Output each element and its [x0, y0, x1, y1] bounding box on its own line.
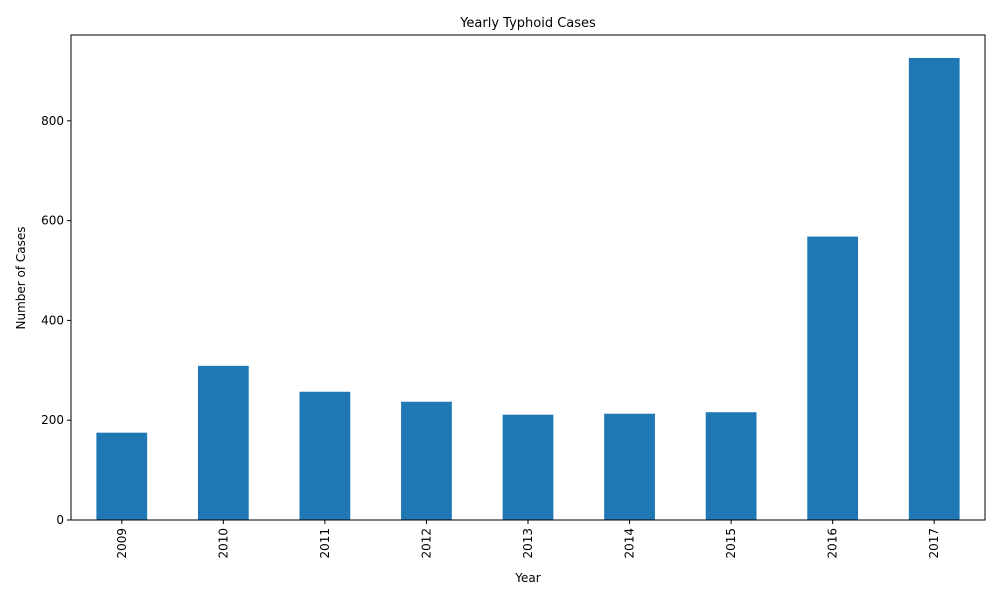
x-tick-label: 2012	[419, 528, 433, 559]
bar-2009	[96, 432, 148, 520]
bar-2014	[604, 413, 655, 520]
bar-2017	[908, 57, 960, 521]
bar-2015	[705, 412, 757, 520]
bar-2013	[502, 414, 554, 520]
x-tick-label: 2017	[927, 528, 941, 559]
chart-title: Yearly Typhoid Cases	[459, 16, 596, 31]
y-axis-label: Number of Cases	[14, 226, 28, 329]
y-axis-ticks: 0 200 400 600 800	[41, 114, 71, 527]
x-tick-label: 2013	[521, 528, 535, 559]
bar-2016	[807, 236, 859, 521]
y-tick-label: 0	[56, 513, 64, 527]
bar-2011	[299, 391, 351, 520]
bars-group	[96, 57, 960, 521]
plot-frame	[70, 34, 986, 521]
y-tick-label: 600	[41, 214, 64, 228]
y-tick-label: 200	[41, 413, 64, 427]
x-axis-label: Year	[514, 571, 540, 585]
x-tick-label: 2011	[318, 528, 332, 559]
x-tick-label: 2014	[623, 528, 637, 559]
bar-2010	[197, 365, 249, 520]
x-tick-label: 2016	[826, 528, 840, 559]
x-tick-label: 2015	[724, 528, 738, 559]
x-tick-label: 2010	[216, 528, 230, 559]
y-tick-label: 400	[41, 313, 64, 327]
x-tick-label: 2009	[115, 528, 129, 559]
bar-2012	[401, 401, 452, 520]
y-tick-label: 800	[41, 114, 64, 128]
x-axis-ticks: 2009 2010 2011 2012 2013 2014 2015 2016 2017	[115, 520, 941, 559]
